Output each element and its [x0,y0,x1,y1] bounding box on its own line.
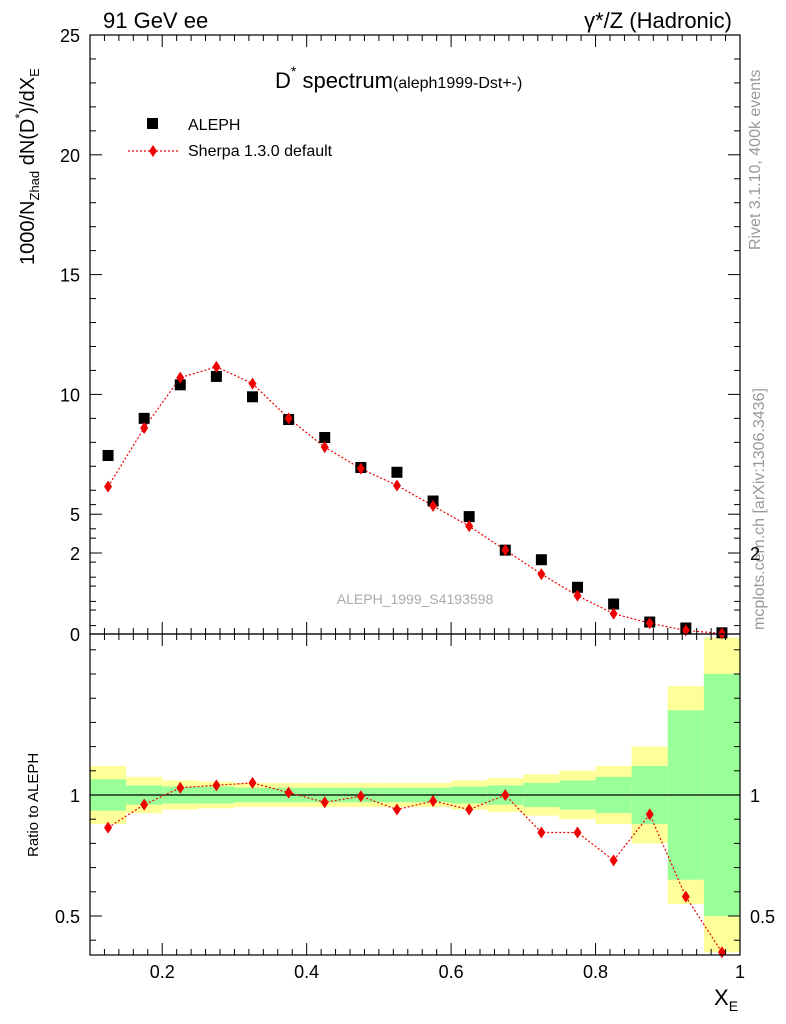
mc-point [140,421,149,434]
x-tick-label: 0.4 [294,962,319,982]
x-tick-label: 0.6 [439,962,464,982]
mc-point [248,377,257,390]
mc-point [356,462,365,475]
y-tick-label: 15 [60,266,80,286]
data-point [210,370,222,382]
mc-point [645,617,654,630]
x-axis-label-main: X [714,985,729,1010]
chart-title-main: D [275,68,291,93]
ratio-y-tick-label-right: 1 [750,786,760,806]
data-point [463,511,475,523]
mc-point [573,589,582,602]
legend: ALEPH Sherpa 1.3.0 default [128,117,333,160]
data-point [319,432,331,444]
mcplots-text: mcplots.cern.ch [arXiv:1306.3436] [751,388,768,630]
mc-line [107,366,722,635]
ratio-y-tick-label-right: 2 [750,544,760,564]
mc-point [501,544,510,557]
ratio-point [320,796,329,809]
ratio-point [681,890,690,903]
mc-point [284,412,293,425]
mc-point [176,371,185,384]
legend-aleph-label: ALEPH [188,117,240,134]
ratio-point [140,798,149,811]
y-axis-label-part1: 1000/N [17,201,39,266]
y-axis-label-sup: * [12,114,27,119]
header-left: 91 GeV ee [103,8,208,33]
ratio-point [573,826,582,839]
y-tick-label: 25 [60,26,80,46]
ratio-point [501,789,510,801]
mc-point [609,607,618,620]
legend-aleph-marker [147,118,158,129]
data-point [535,554,547,566]
chart-title: D* spectrum(aleph1999-Dst+-) [275,63,522,93]
ratio-y-tick-label: 2 [70,544,80,564]
legend-sherpa-label: Sherpa 1.3.0 default [188,143,333,160]
ratio-line [107,782,723,953]
mc-point [212,360,221,373]
data-point [174,379,186,391]
y-axis-label-sub1: Zhad [27,171,42,201]
ratio-point [356,790,365,803]
mc-point [465,520,474,533]
legend-sherpa-marker [149,145,157,157]
mc-point [429,499,438,512]
ratio-y-tick-label: 1 [70,786,80,806]
y-tick-label: 0 [70,625,80,645]
x-tick-label: 1 [735,962,745,982]
y-axis-label-part3: )/dX [17,77,39,114]
ratio-point [429,795,438,808]
ratio-point [176,781,185,794]
x-tick-label: 0.2 [150,962,175,982]
chart-title-sub: (aleph1999-Dst+-) [393,75,522,92]
mc-point [537,568,546,581]
y-tick-label: 5 [70,505,80,525]
y-tick-label: 20 [60,146,80,166]
ratio-y-tick-label: 0.5 [55,907,80,927]
mc-point [320,441,329,454]
data-point [247,391,258,403]
ratio-point [537,826,546,839]
main-series [102,360,728,640]
data-point [572,581,583,593]
header-right: γ*/Z (Hadronic) [584,8,732,33]
y-axis-label: 1000/NZhad dN(D*)/dXE [12,68,42,265]
ratio-y-tick-label-right: 0.5 [750,907,775,927]
ratio-point [465,803,474,816]
ratio-point [392,803,401,816]
chart-title-sup: * [291,63,297,79]
ratio-point [104,821,113,834]
ratio-point [284,786,293,799]
x-axis-label-sub: E [729,998,738,1014]
ratio-point [645,808,654,821]
ratio-point [248,776,257,789]
data-point [608,598,620,610]
y-axis-label-sub2: E [27,68,42,77]
ratio-y-axis-label: Ratio to ALEPH [25,753,42,857]
ratio-point [212,779,221,792]
x-axis-label: XE [714,985,738,1014]
data-point [138,412,150,424]
mc-point [392,479,401,492]
data-point [391,466,403,478]
analysis-watermark: ALEPH_1999_S4193598 [337,591,494,607]
chart-title-main2: spectrum [296,68,393,93]
y-axis-label-part2: dN(D [17,119,39,171]
ratio-point [609,854,618,867]
ratio-series [104,776,726,959]
rivet-version-text: Rivet 3.1.10, 400k events [747,69,764,250]
data-point [102,449,114,461]
x-tick-label: 0.8 [583,962,608,982]
mc-point [104,480,113,493]
y-tick-label: 10 [60,385,80,405]
ratio-bands [90,637,740,953]
